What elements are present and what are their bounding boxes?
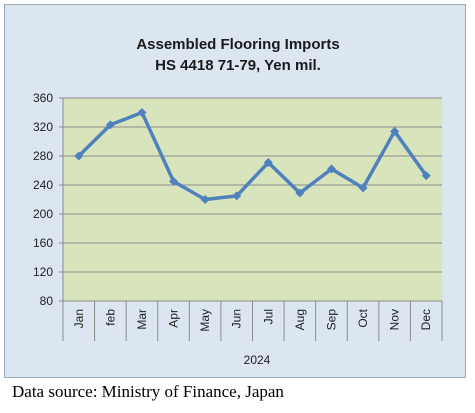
y-tick-label: 160 xyxy=(33,236,53,250)
y-tick-label: 280 xyxy=(33,149,53,163)
y-tick-label: 200 xyxy=(33,207,53,221)
x-tick-label: Mar xyxy=(135,309,149,330)
data-point-marker xyxy=(232,191,242,201)
data-point-marker xyxy=(421,171,431,181)
y-tick-label: 240 xyxy=(33,178,53,192)
x-tick-label: feb xyxy=(103,309,117,326)
plot-area xyxy=(63,98,442,301)
x-tick-label: Aug xyxy=(293,309,307,330)
line-chart: Assembled Flooring Imports HS 4418 71-79… xyxy=(33,36,443,367)
data-point-marker xyxy=(105,120,115,130)
data-point-marker xyxy=(295,188,305,198)
x-tick-label: Jul xyxy=(261,309,275,324)
y-tick-label: 360 xyxy=(33,91,53,105)
data-point-marker xyxy=(137,108,147,117)
x-axis-ticks: Jan feb Mar Apr May Jun Jul Aug Sep Oct Nov Dec xyxy=(62,301,443,341)
series-line xyxy=(77,110,428,202)
x-tick-label: Apr xyxy=(167,309,181,328)
x-tick-label: May xyxy=(198,309,212,332)
data-point-marker xyxy=(169,176,179,186)
x-tick-label: Oct xyxy=(356,308,370,327)
x-axis-label: 2024 xyxy=(244,353,271,367)
data-point-marker xyxy=(74,151,84,161)
x-tick-label: Sep xyxy=(324,309,338,331)
chart-title-line-1: Assembled Flooring Imports xyxy=(136,36,339,53)
series-markers xyxy=(74,108,431,204)
data-point-marker xyxy=(263,158,273,168)
x-tick-label: Dec xyxy=(419,309,433,330)
chart-area: Assembled Flooring Imports HS 4418 71-79… xyxy=(4,4,466,378)
data-point-marker xyxy=(200,195,210,204)
x-tick-label: Nov xyxy=(388,309,402,330)
y-tick-label: 320 xyxy=(33,120,53,134)
x-tick-label: Jun xyxy=(230,309,244,328)
data-source-note: Data source: Ministry of Finance, Japan xyxy=(12,382,284,401)
data-point-marker xyxy=(326,164,336,174)
data-point-marker xyxy=(358,183,368,193)
chart-title-line-2: HS 4418 71-79, Yen mil. xyxy=(155,57,321,74)
y-tick-label: 120 xyxy=(33,265,53,279)
y-axis-ticks: 80 120 160 200 240 280 320 360 xyxy=(33,91,53,308)
x-tick-label: Jan xyxy=(72,309,86,328)
y-tick-label: 80 xyxy=(40,294,54,308)
data-point-marker xyxy=(390,126,400,136)
gridlines xyxy=(59,97,442,302)
